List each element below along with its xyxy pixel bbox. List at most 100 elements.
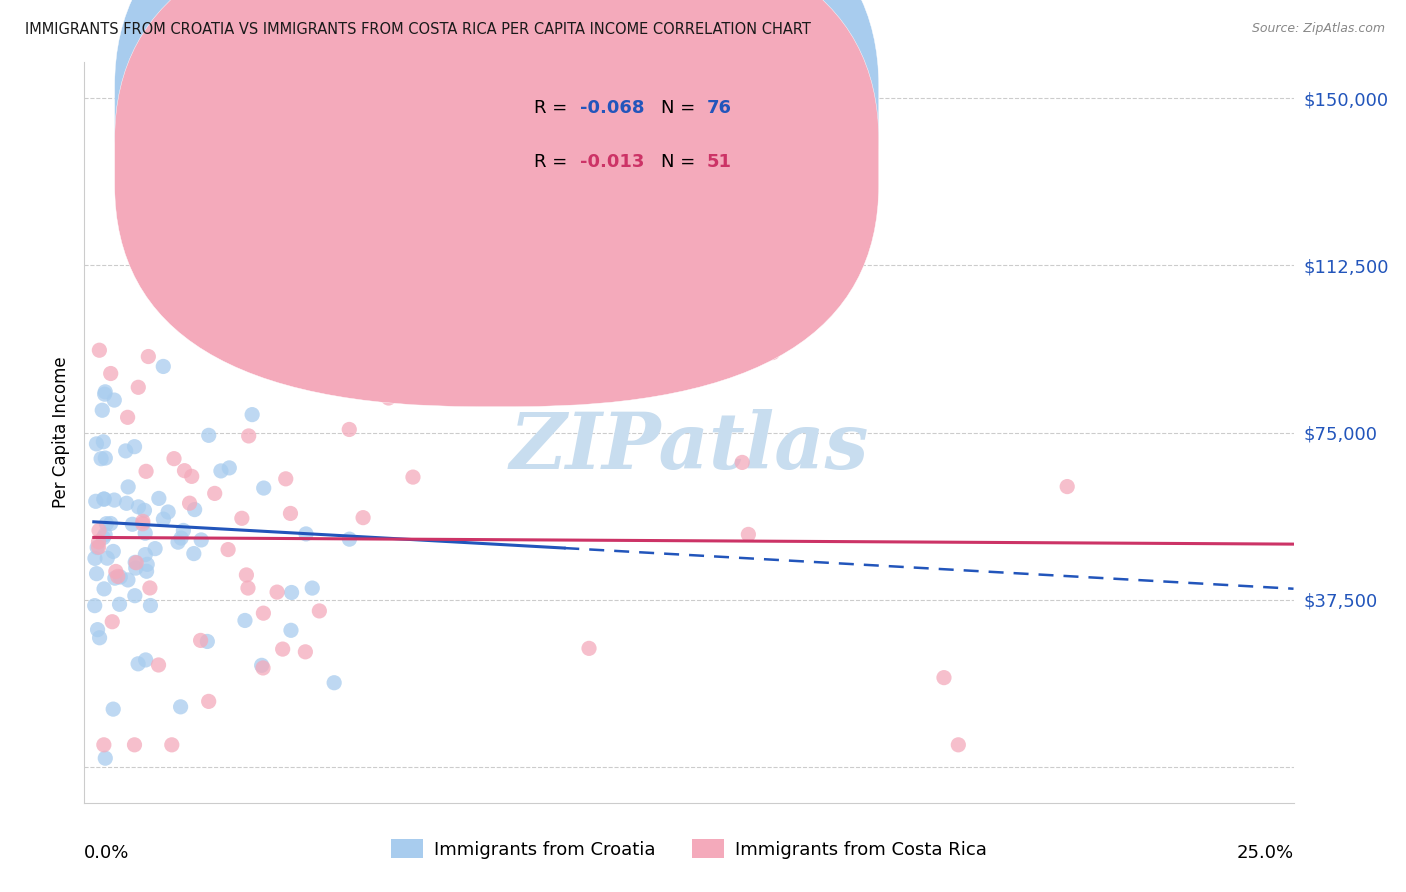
Point bbox=[93, 434, 115, 449]
Point bbox=[183, 502, 205, 516]
Point bbox=[94, 751, 117, 765]
Point bbox=[86, 566, 108, 581]
Point bbox=[86, 623, 108, 637]
Point bbox=[87, 524, 110, 538]
Point bbox=[93, 492, 115, 507]
Point bbox=[204, 486, 226, 500]
Point bbox=[169, 699, 191, 714]
Point bbox=[731, 455, 754, 469]
Point bbox=[231, 511, 253, 525]
Point bbox=[136, 558, 159, 572]
Point bbox=[103, 544, 125, 558]
Point bbox=[121, 517, 143, 532]
Point bbox=[209, 464, 232, 478]
Text: 76: 76 bbox=[707, 99, 733, 118]
Point bbox=[377, 391, 399, 405]
Point bbox=[134, 548, 156, 562]
Point bbox=[280, 507, 302, 521]
FancyBboxPatch shape bbox=[115, 0, 879, 407]
Point bbox=[139, 599, 162, 613]
Point bbox=[294, 645, 316, 659]
Point bbox=[104, 565, 127, 579]
Point bbox=[280, 624, 302, 638]
Point bbox=[93, 387, 115, 401]
Point bbox=[183, 547, 205, 561]
Point bbox=[179, 496, 201, 510]
Point bbox=[197, 428, 219, 442]
Point bbox=[100, 367, 122, 381]
Point bbox=[125, 556, 148, 570]
Text: N =: N = bbox=[661, 99, 702, 118]
Text: 25.0%: 25.0% bbox=[1236, 844, 1294, 862]
Point bbox=[110, 570, 132, 584]
Point bbox=[218, 461, 240, 475]
Point bbox=[84, 494, 107, 508]
Point bbox=[124, 440, 146, 454]
Point bbox=[117, 573, 139, 587]
Point bbox=[250, 658, 273, 673]
Point bbox=[103, 393, 125, 408]
Point bbox=[103, 702, 125, 716]
Point bbox=[86, 437, 108, 451]
Point bbox=[100, 516, 122, 531]
Text: R =: R = bbox=[534, 153, 574, 171]
Point bbox=[195, 634, 218, 648]
Point bbox=[295, 527, 318, 541]
Point bbox=[101, 615, 124, 629]
Point bbox=[266, 585, 288, 599]
Point bbox=[352, 510, 374, 524]
Point bbox=[761, 345, 783, 359]
Point bbox=[273, 339, 295, 353]
Point bbox=[170, 531, 193, 545]
Point bbox=[86, 541, 108, 555]
Point bbox=[323, 675, 346, 690]
Point bbox=[176, 310, 198, 324]
Point bbox=[252, 606, 274, 620]
Point bbox=[190, 633, 212, 648]
Point bbox=[737, 527, 759, 541]
Text: -0.013: -0.013 bbox=[581, 153, 644, 171]
FancyBboxPatch shape bbox=[447, 70, 834, 200]
Point bbox=[124, 738, 146, 752]
Point bbox=[152, 359, 174, 374]
Point bbox=[337, 422, 360, 436]
Point bbox=[148, 491, 170, 506]
Point bbox=[125, 561, 148, 575]
Point bbox=[240, 408, 263, 422]
Point bbox=[117, 410, 139, 425]
Point bbox=[84, 551, 107, 566]
Point bbox=[131, 516, 153, 531]
Point bbox=[148, 657, 170, 672]
Point bbox=[157, 505, 180, 519]
Point bbox=[948, 738, 970, 752]
Point bbox=[253, 481, 276, 495]
Text: 0.0%: 0.0% bbox=[84, 844, 129, 862]
Point bbox=[139, 581, 162, 595]
Point bbox=[252, 661, 274, 675]
Point bbox=[93, 531, 115, 545]
Point bbox=[143, 541, 166, 556]
Point bbox=[238, 429, 260, 443]
Point bbox=[167, 535, 190, 549]
Point bbox=[90, 451, 112, 466]
Point bbox=[87, 534, 110, 549]
Point bbox=[138, 350, 160, 364]
Point bbox=[217, 542, 239, 557]
Point bbox=[190, 533, 212, 547]
Point bbox=[135, 653, 157, 667]
Point bbox=[274, 472, 297, 486]
Point bbox=[108, 597, 131, 611]
Text: IMMIGRANTS FROM CROATIA VS IMMIGRANTS FROM COSTA RICA PER CAPITA INCOME CORRELAT: IMMIGRANTS FROM CROATIA VS IMMIGRANTS FR… bbox=[25, 22, 811, 37]
Point bbox=[301, 581, 323, 595]
Point bbox=[96, 551, 118, 566]
Point bbox=[235, 568, 257, 582]
Point bbox=[124, 555, 146, 569]
Point bbox=[87, 540, 110, 554]
Point bbox=[339, 532, 361, 546]
Point bbox=[127, 500, 149, 514]
Point bbox=[932, 671, 955, 685]
Legend: Immigrants from Croatia, Immigrants from Costa Rica: Immigrants from Croatia, Immigrants from… bbox=[382, 830, 995, 868]
Point bbox=[152, 512, 174, 526]
Point bbox=[402, 470, 425, 484]
Point bbox=[93, 582, 115, 596]
